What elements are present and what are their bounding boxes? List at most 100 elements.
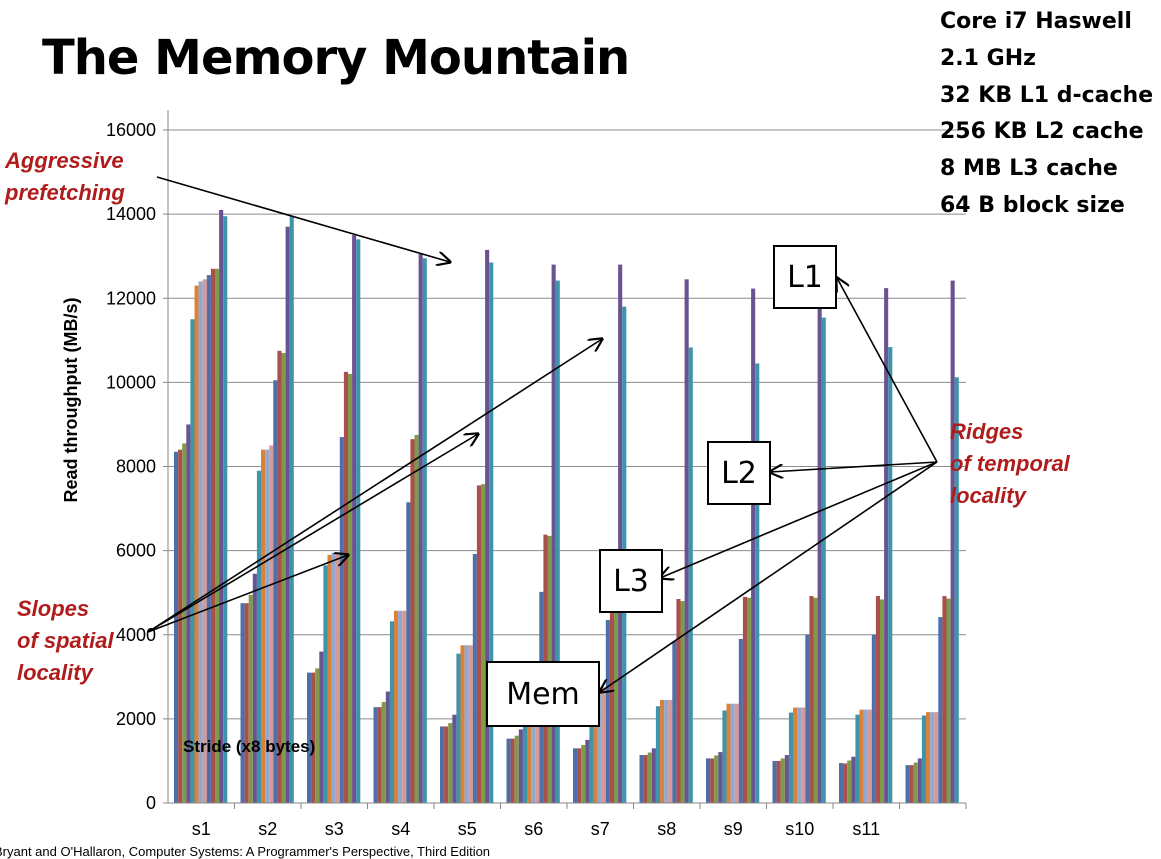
bar <box>934 712 939 803</box>
bar <box>307 672 312 803</box>
y-tick-label: 0 <box>146 793 156 813</box>
bar <box>813 597 818 803</box>
bar <box>905 765 910 803</box>
bar <box>356 239 361 804</box>
bar <box>859 709 864 803</box>
bar <box>210 268 215 803</box>
bar <box>518 729 523 803</box>
bar <box>601 687 606 803</box>
annotation-slopes-of-spatial-locality: Slopes of spatial locality <box>17 593 114 689</box>
y-tick-label: 2000 <box>116 709 156 729</box>
bar <box>930 712 935 803</box>
arrow-ridge-mem <box>600 461 938 692</box>
spec-line: 32 KB L1 d-cache <box>940 82 1154 108</box>
bar <box>385 691 390 803</box>
arrow-slope-3 <box>147 339 602 633</box>
bar <box>252 573 257 803</box>
x-tick-labels: s1 s2 s3 s4 s5 s6 s7 s8 s9 s10 s11 <box>192 803 967 839</box>
bar <box>377 707 382 803</box>
bar <box>643 755 648 803</box>
bar <box>335 552 340 803</box>
bar <box>265 449 270 803</box>
bar <box>476 485 481 803</box>
mem-label-box: Mem <box>486 661 600 727</box>
bar <box>223 216 228 804</box>
bar <box>414 434 419 803</box>
bar <box>809 596 814 803</box>
bar <box>485 249 490 803</box>
bar <box>256 470 261 803</box>
bar <box>202 279 207 803</box>
bar <box>289 216 294 804</box>
bar <box>688 347 693 803</box>
l2-label-box: L2 <box>707 441 771 505</box>
y-tick-label: 14000 <box>106 204 156 224</box>
annotation-line: locality <box>950 483 1026 508</box>
bar <box>339 437 344 803</box>
bar <box>402 610 407 803</box>
bar <box>597 687 602 803</box>
processor-specs: Core i7 Haswell 2.1 GHz 32 KB L1 d-cache… <box>940 4 1153 225</box>
bar <box>710 758 715 803</box>
bar <box>772 760 777 803</box>
bar <box>261 449 266 803</box>
bar <box>718 752 723 803</box>
bar <box>938 617 943 803</box>
bar <box>780 758 785 803</box>
bar <box>867 709 872 803</box>
bar <box>581 744 586 803</box>
annotation-line: of spatial <box>17 628 114 653</box>
bar <box>315 668 320 803</box>
bar <box>655 706 660 803</box>
bar <box>440 726 445 803</box>
bar <box>639 755 644 803</box>
bar <box>198 281 203 803</box>
bar <box>327 554 332 803</box>
arrow-prefetching <box>156 176 450 262</box>
gridlines <box>168 129 966 720</box>
bar <box>444 726 449 803</box>
bar <box>706 758 711 803</box>
bar <box>788 712 793 803</box>
x-tick-label: s1 <box>192 819 211 839</box>
bar <box>348 373 353 803</box>
bar <box>755 363 760 803</box>
bar <box>331 552 336 803</box>
bar <box>215 268 220 803</box>
bar <box>577 748 582 803</box>
bar <box>676 599 681 803</box>
bar <box>664 699 669 803</box>
y-axis-label: Read throughput (MB/s) <box>61 298 81 503</box>
bar <box>551 264 556 804</box>
spec-line: 256 KB L2 cache <box>940 119 1144 145</box>
l3-label-box: L3 <box>599 549 663 613</box>
annotation-ridges-of-temporal-locality: Ridges of temporal locality <box>950 416 1070 512</box>
y-tick-labels: 0 2000 4000 6000 8000 10000 12000 14000 16000 <box>106 120 168 813</box>
bar <box>464 645 469 803</box>
bar <box>751 288 756 804</box>
bar <box>946 598 951 803</box>
bar <box>884 288 889 803</box>
bar <box>585 739 590 803</box>
bar <box>805 634 810 803</box>
arrow-slope-1 <box>147 555 348 633</box>
bar <box>456 653 461 803</box>
x-tick-label: s7 <box>591 819 610 839</box>
x-tick-label: s3 <box>325 819 344 839</box>
bar <box>714 755 719 803</box>
x-tick-label: s10 <box>785 819 814 839</box>
slide-title: The Memory Mountain <box>42 30 630 86</box>
bar <box>793 707 798 803</box>
arrow-ridge-l3 <box>660 461 938 578</box>
bar <box>527 670 532 803</box>
bar <box>817 288 822 803</box>
bar <box>219 209 224 804</box>
bar <box>921 715 926 803</box>
bar <box>851 756 856 803</box>
bar <box>863 709 868 803</box>
bar <box>684 279 689 803</box>
bar <box>855 714 860 803</box>
y-tick-label: 12000 <box>106 288 156 308</box>
bar <box>618 264 623 804</box>
bar <box>422 258 427 803</box>
